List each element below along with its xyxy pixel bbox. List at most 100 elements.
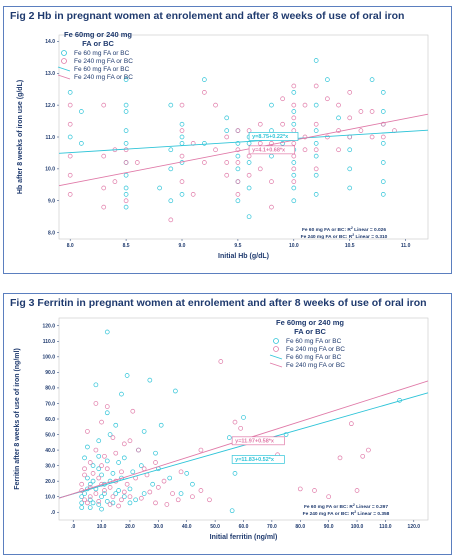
data-point <box>164 502 170 507</box>
data-point <box>79 500 85 506</box>
data-point <box>347 115 353 121</box>
data-point <box>291 185 297 191</box>
data-point <box>85 475 90 481</box>
data-point <box>123 185 129 191</box>
r2-note: Fe 240 mg FA or BC: R2 Linear = 0.358 <box>303 510 390 517</box>
data-point <box>121 441 127 447</box>
data-point <box>179 102 185 108</box>
data-point <box>235 147 241 153</box>
data-point <box>232 419 238 425</box>
x-axis-label: Initial Hb (g/dL) <box>218 253 269 260</box>
x-tick-label: 10.5 <box>345 243 355 249</box>
data-point <box>67 121 73 127</box>
data-point <box>96 453 102 459</box>
data-point <box>116 460 121 465</box>
data-point <box>123 204 129 210</box>
chart-title: Fig 2 Hb in pregnant women at enrolement… <box>10 10 405 22</box>
data-point <box>241 415 246 420</box>
data-point <box>136 447 141 453</box>
legend-title: Fe 60mg or 240 mg <box>64 30 132 39</box>
x-tick-label: 10.0 <box>289 243 299 249</box>
data-point <box>313 102 319 108</box>
y-tick-label: 10.0 <box>45 494 55 500</box>
legend-label: Fe 60 mg FA or BC <box>286 354 342 361</box>
data-point <box>202 90 207 95</box>
data-point <box>190 192 196 197</box>
data-point <box>224 115 230 121</box>
data-point <box>123 147 129 153</box>
y-tick-label: 9.0 <box>48 199 55 205</box>
data-point <box>179 121 185 127</box>
data-point <box>190 494 195 500</box>
y-tick-label: 8.0 <box>48 230 55 236</box>
y-tick-label: 110.0 <box>43 339 55 345</box>
data-point <box>380 90 386 95</box>
data-point <box>124 481 130 487</box>
data-point <box>67 153 73 159</box>
data-point <box>87 481 93 487</box>
data-point <box>202 77 207 82</box>
series-fe240 <box>79 359 371 509</box>
data-point <box>99 419 104 425</box>
data-point <box>190 141 196 146</box>
data-point <box>158 422 164 428</box>
data-point <box>82 497 87 503</box>
data-point <box>93 382 99 388</box>
data-point <box>313 58 319 63</box>
data-point <box>168 198 174 204</box>
data-point <box>224 134 230 140</box>
data-point <box>302 134 308 140</box>
data-point <box>246 141 252 146</box>
data-point <box>85 444 90 450</box>
data-point <box>101 153 107 159</box>
data-point <box>269 128 274 133</box>
data-point <box>116 503 121 509</box>
data-point <box>246 160 252 165</box>
chart-panel-hb: Fig 2 Hb in pregnant women at enrolement… <box>3 6 452 274</box>
data-point <box>67 90 73 95</box>
x-tick-label: 110.0 <box>379 524 391 530</box>
data-point <box>369 77 375 82</box>
y-tick-label: 14.0 <box>45 39 55 45</box>
legend-label: Fe 240 mg FA or BC <box>74 74 133 81</box>
data-point <box>153 500 158 506</box>
legend-marker-fe60 <box>61 50 67 56</box>
data-point <box>147 377 153 383</box>
chart-panel-ferritin: Fig 3 Ferritin in pregnant women at enro… <box>3 293 452 555</box>
data-point <box>96 499 102 504</box>
data-point <box>101 185 107 191</box>
data-point <box>119 391 124 397</box>
data-point <box>283 432 289 437</box>
data-point <box>347 147 353 153</box>
data-point <box>224 172 230 178</box>
data-point <box>153 450 158 456</box>
data-point <box>313 166 319 172</box>
equation-box <box>231 436 285 446</box>
data-point <box>155 485 161 490</box>
data-point <box>312 488 317 493</box>
data-point <box>184 471 190 476</box>
data-point <box>380 109 386 114</box>
data-point <box>235 179 241 184</box>
y-tick-label: 13.0 <box>45 71 55 77</box>
data-point <box>113 422 119 428</box>
data-point <box>82 491 87 496</box>
data-point <box>297 486 303 492</box>
data-point <box>336 147 341 153</box>
x-tick-label: 120.0 <box>408 524 421 530</box>
equation-label: y=11.83+0.52*x <box>235 457 275 463</box>
data-point <box>67 102 73 108</box>
data-point <box>349 421 354 427</box>
legend-title: Fe 60mg or 240 mg <box>276 318 344 327</box>
data-point <box>229 508 235 514</box>
x-tick-label: 8.5 <box>123 243 130 249</box>
data-point <box>104 410 110 416</box>
data-point <box>313 147 319 153</box>
data-point <box>302 102 308 108</box>
x-axis-label: Initial ferritin (ng/ml) <box>210 534 278 541</box>
data-point <box>313 121 319 127</box>
x-tick-label: 11.0 <box>401 243 411 249</box>
legend-line-fe240 <box>269 362 283 368</box>
data-point <box>291 179 297 184</box>
